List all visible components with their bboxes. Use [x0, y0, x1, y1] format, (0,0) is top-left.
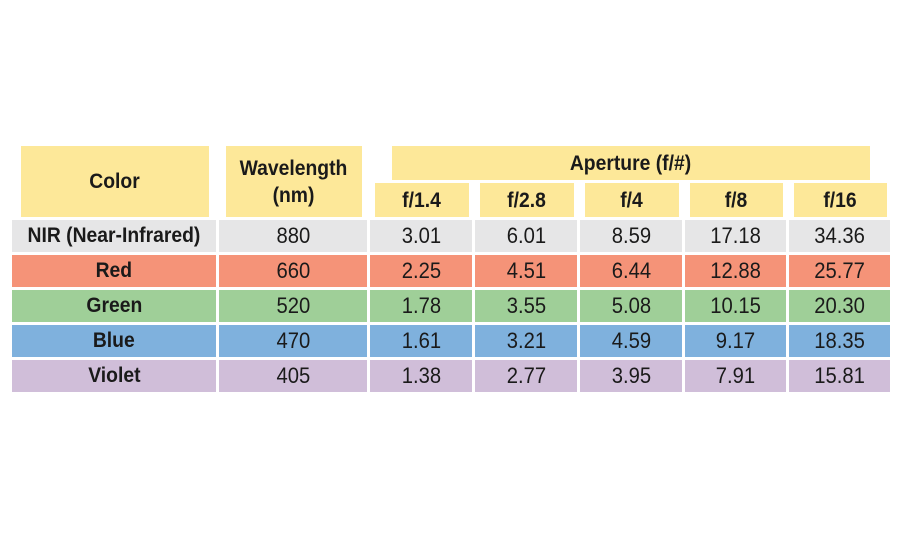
table-cell: 15.81 [785, 357, 894, 395]
table-cell: 18.35 [785, 322, 894, 360]
table-cell: 9.17 [682, 322, 789, 360]
table-cell: 6.01 [472, 217, 580, 255]
row-wavelength: 660 [216, 252, 370, 290]
table-cell: 17.18 [682, 217, 789, 255]
table-cell: 7.91 [682, 357, 789, 395]
header-aperture-f4: f/4 [581, 180, 681, 220]
data-table: Color Wavelength (nm) Aperture (f/#) f/1… [9, 143, 894, 395]
table-cell: 3.21 [472, 322, 580, 360]
table-cell: 4.51 [472, 252, 580, 290]
table-row: Violet 405 1.38 2.77 3.95 7.91 15.81 [9, 357, 894, 395]
header-aperture-f1-4: f/1.4 [371, 180, 471, 220]
table-cell: 4.59 [577, 322, 685, 360]
header-aperture: Aperture (f/#) [388, 143, 872, 183]
table-cell: 2.77 [472, 357, 580, 395]
row-wavelength: 470 [216, 322, 370, 360]
row-color-label: Violet [9, 357, 219, 395]
row-color-label: Blue [9, 322, 219, 360]
table-row: Green 520 1.78 3.55 5.08 10.15 20.30 [9, 287, 894, 325]
table-cell: 5.08 [577, 287, 685, 325]
table-cell: 12.88 [682, 252, 789, 290]
table-cell: 1.78 [367, 287, 475, 325]
row-color-label: NIR (Near-Infrared) [9, 217, 219, 255]
table-cell: 2.25 [367, 252, 475, 290]
header-wavelength-line1: Wavelength [239, 156, 347, 180]
row-wavelength: 405 [216, 357, 370, 395]
aperture-wavelength-table: Color Wavelength (nm) Aperture (f/#) f/1… [9, 143, 894, 395]
row-wavelength: 880 [216, 217, 370, 255]
header-wavelength: Wavelength (nm) [222, 143, 364, 220]
table-cell: 20.30 [785, 287, 894, 325]
row-color-label: Red [9, 252, 219, 290]
table-cell: 6.44 [577, 252, 685, 290]
header-color: Color [17, 143, 211, 220]
table-cell: 10.15 [682, 287, 789, 325]
table-cell: 34.36 [785, 217, 894, 255]
table-row: Blue 470 1.61 3.21 4.59 9.17 18.35 [9, 322, 894, 360]
header-aperture-f16: f/16 [790, 180, 889, 220]
table-cell: 1.38 [367, 357, 475, 395]
table-cell: 3.55 [472, 287, 580, 325]
table-cell: 8.59 [577, 217, 685, 255]
header-wavelength-line2: (nm) [272, 183, 314, 207]
header-aperture-f2-8: f/2.8 [476, 180, 576, 220]
header-aperture-f8: f/8 [686, 180, 785, 220]
table-row: NIR (Near-Infrared) 880 3.01 6.01 8.59 1… [9, 217, 894, 255]
table-cell: 3.95 [577, 357, 685, 395]
table-cell: 1.61 [367, 322, 475, 360]
row-wavelength: 520 [216, 287, 370, 325]
table-cell: 25.77 [785, 252, 894, 290]
table-row: Red 660 2.25 4.51 6.44 12.88 25.77 [9, 252, 894, 290]
table-cell: 3.01 [367, 217, 475, 255]
row-color-label: Green [9, 287, 219, 325]
